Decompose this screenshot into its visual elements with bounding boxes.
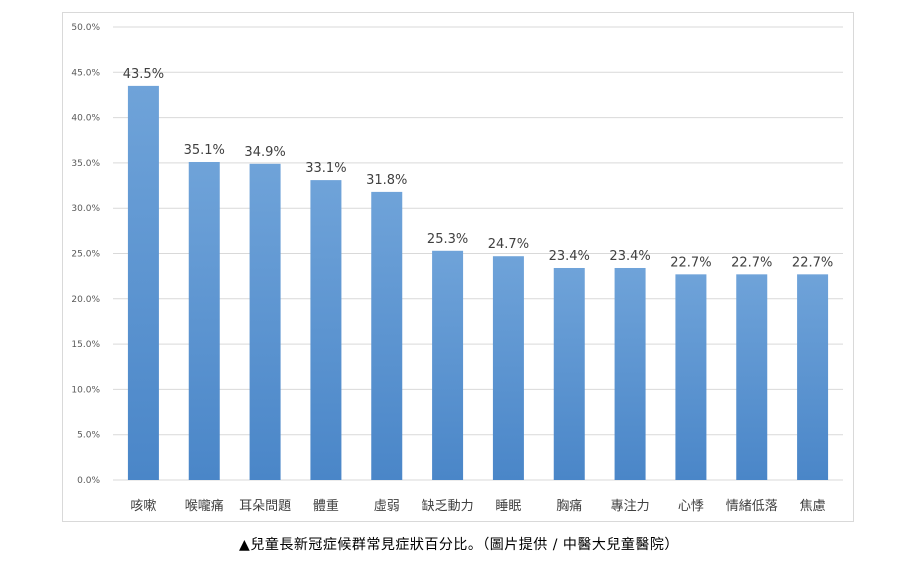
- y-tick-label: 15.0%: [71, 340, 100, 350]
- y-tick-label: 35.0%: [71, 159, 100, 169]
- x-tick-label: 焦慮: [800, 499, 826, 514]
- bar: [736, 274, 768, 480]
- bars: [127, 85, 829, 480]
- bar: [188, 161, 220, 480]
- bar: [249, 163, 281, 480]
- chart-area: 0.0% 5.0% 10.0% 15.0% 20.0% 25.0% 30.0% 35.0% 40…: [62, 12, 854, 522]
- bar: [492, 256, 524, 480]
- y-tick-label: 10.0%: [71, 385, 100, 395]
- y-tick-label: 0.0%: [77, 476, 100, 486]
- gridlines: [113, 26, 843, 481]
- x-tick-label: 體重: [313, 498, 339, 514]
- data-label: 43.5%: [123, 67, 164, 82]
- x-tick-label: 缺乏動力: [422, 499, 474, 514]
- bar: [675, 274, 707, 480]
- data-label: 22.7%: [731, 255, 772, 270]
- y-axis-tick-labels: 0.0% 5.0% 10.0% 15.0% 20.0% 25.0% 30.0% 35.0% 40…: [71, 23, 100, 486]
- bar: [127, 85, 159, 480]
- y-tick-label: 20.0%: [71, 295, 100, 305]
- x-tick-label: 咳嗽: [130, 499, 156, 514]
- x-tick-label: 耳朵問題: [239, 499, 291, 514]
- bar: [371, 191, 403, 480]
- x-tick-label: 胸痛: [556, 498, 582, 514]
- x-tick-label: 專注力: [611, 499, 650, 514]
- bar: [797, 274, 829, 480]
- data-label: 34.9%: [244, 145, 285, 160]
- data-label: 23.4%: [549, 249, 590, 264]
- data-label: 35.1%: [184, 143, 225, 158]
- data-label: 31.8%: [366, 173, 407, 188]
- y-tick-label: 25.0%: [71, 250, 100, 260]
- figure-caption: ▲兒童長新冠症候群常見症狀百分比。（圖片提供 / 中醫大兒童醫院）: [239, 537, 679, 553]
- x-tick-label: 虛弱: [374, 499, 400, 514]
- bar: [432, 250, 464, 480]
- x-tick-label: 喉嚨痛: [185, 498, 224, 514]
- data-label: 33.1%: [305, 161, 346, 176]
- x-tick-label: 睡眠: [495, 499, 521, 514]
- x-axis-tick-labels: 咳嗽 喉嚨痛 耳朵問題 體重 虛弱 缺乏動力 睡眠 胸痛 專注力 心悸 情緒低落 焦慮: [130, 498, 825, 514]
- y-tick-label: 30.0%: [71, 204, 100, 214]
- bar: [310, 180, 342, 480]
- y-tick-label: 45.0%: [71, 68, 100, 78]
- data-label: 25.3%: [427, 232, 468, 247]
- data-label: 24.7%: [488, 237, 529, 252]
- bar: [553, 267, 585, 480]
- y-tick-label: 50.0%: [71, 23, 100, 33]
- y-tick-label: 40.0%: [71, 114, 100, 124]
- x-tick-label: 心悸: [678, 499, 704, 514]
- data-label: 23.4%: [609, 249, 650, 264]
- bar: [614, 267, 646, 480]
- bar-chart: 0.0% 5.0% 10.0% 15.0% 20.0% 25.0% 30.0% 35.0% 40…: [71, 23, 843, 514]
- data-label: 22.7%: [792, 255, 833, 270]
- data-labels: 43.5% 35.1% 34.9% 33.1% 31.8% 25.3% 24.7% 23.4%…: [123, 67, 833, 270]
- x-tick-label: 情緒低落: [726, 499, 778, 514]
- y-tick-label: 5.0%: [77, 431, 100, 441]
- data-label: 22.7%: [670, 255, 711, 270]
